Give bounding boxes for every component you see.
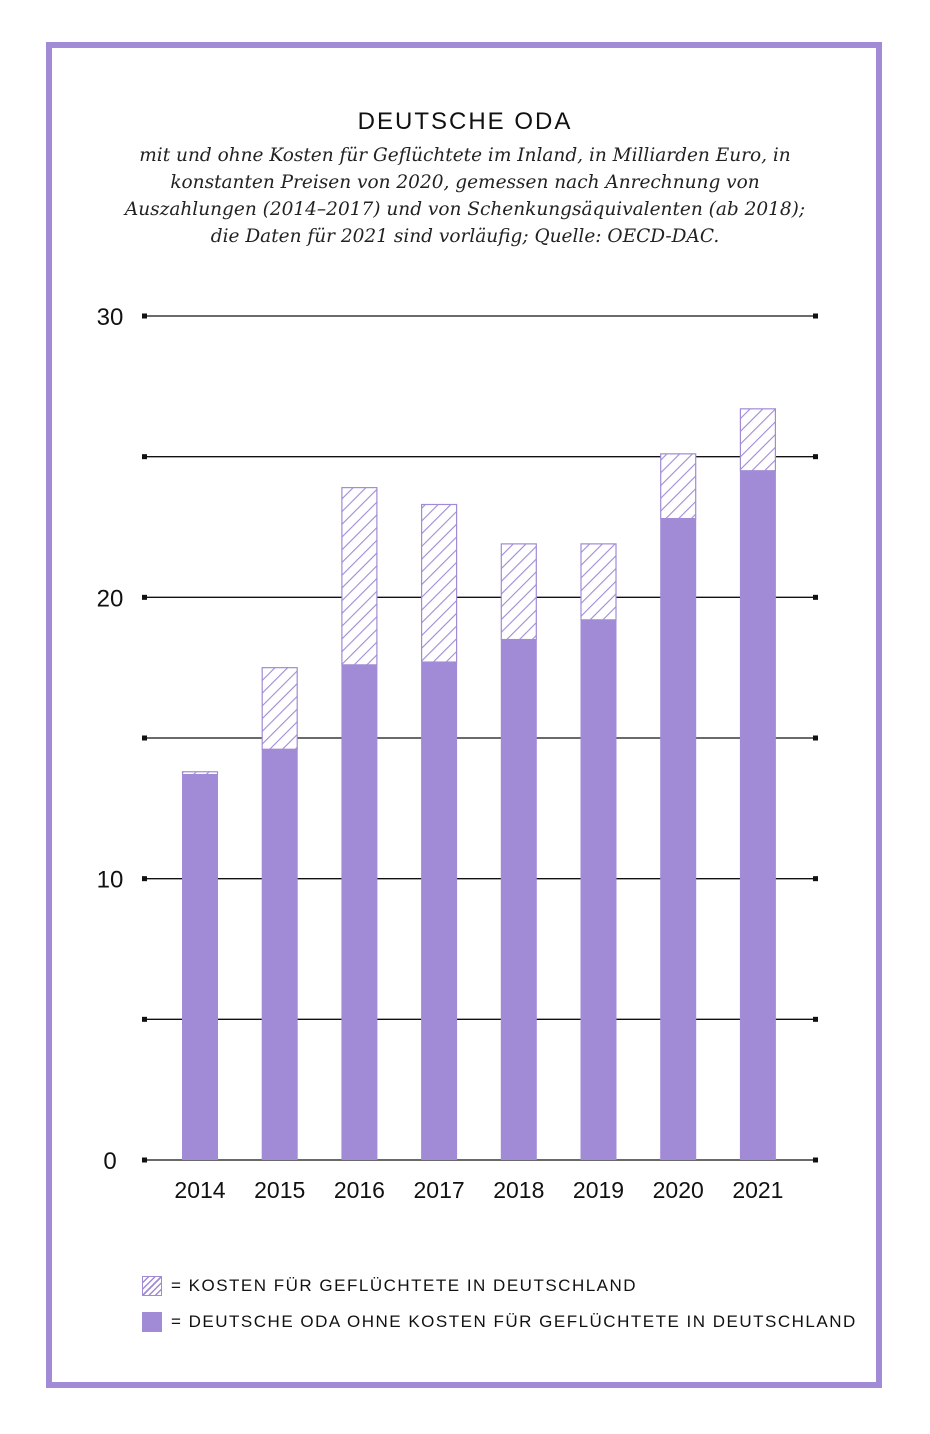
legend-label-solid: = DEUTSCHE ODA OHNE KOSTEN FÜR GEFLÜCHTE… bbox=[171, 1312, 857, 1331]
solid-swatch bbox=[142, 1312, 162, 1332]
bar-solid-2015 bbox=[261, 749, 298, 1160]
grid-layer bbox=[142, 313, 818, 1163]
bar-solid-2019 bbox=[580, 619, 617, 1160]
x-tick-label: 2020 bbox=[653, 1177, 704, 1203]
x-tick-label: 2016 bbox=[334, 1177, 385, 1203]
x-tick-label: 2019 bbox=[573, 1177, 624, 1203]
legend: = KOSTEN FÜR GEFLÜCHTETE IN DEUTSCHLAND … bbox=[142, 1268, 857, 1340]
legend-label-hatched: = KOSTEN FÜR GEFLÜCHTETE IN DEUTSCHLAND bbox=[171, 1276, 638, 1295]
legend-item-hatched: = KOSTEN FÜR GEFLÜCHTETE IN DEUTSCHLAND bbox=[142, 1268, 857, 1304]
gridline-right-marker bbox=[813, 1157, 818, 1163]
gridline-left-marker bbox=[142, 1157, 147, 1163]
x-tick-label: 2021 bbox=[732, 1177, 783, 1203]
bar-solid-2014 bbox=[182, 774, 218, 1160]
x-tick-label: 2018 bbox=[493, 1177, 544, 1203]
gridline-left-marker bbox=[142, 594, 147, 600]
gridline-left-marker bbox=[142, 313, 147, 319]
bar-hatched-2018 bbox=[500, 543, 537, 641]
bar-solid-2016 bbox=[341, 664, 378, 1160]
legend-item-solid: = DEUTSCHE ODA OHNE KOSTEN FÜR GEFLÜCHTE… bbox=[142, 1304, 857, 1340]
y-tick-label: 20 bbox=[97, 585, 124, 612]
chart-subtitle: mit und ohne Kosten für Geflüchtete im I… bbox=[124, 145, 806, 247]
x-tick-label: 2017 bbox=[414, 1177, 465, 1203]
bar-hatched-2014 bbox=[181, 771, 219, 776]
gridline-left-marker bbox=[142, 876, 147, 882]
gridline-left-marker bbox=[142, 735, 147, 741]
bar-hatched-2016 bbox=[341, 487, 378, 666]
bar-hatched-2017 bbox=[421, 503, 458, 663]
gridline-right-marker bbox=[813, 1016, 818, 1022]
bar-solid-2020 bbox=[660, 518, 697, 1160]
gridline-right-marker bbox=[813, 876, 818, 882]
y-tick-label: 0 bbox=[103, 1148, 116, 1175]
bar-hatched-2019 bbox=[580, 543, 617, 621]
chart-title: DEUTSCHE ODA bbox=[357, 108, 573, 135]
gridline-right-marker bbox=[813, 594, 818, 600]
bar-hatched-2015 bbox=[261, 667, 298, 750]
bar-solid-2017 bbox=[421, 662, 458, 1160]
bar-layer bbox=[181, 408, 777, 1160]
bar-solid-2018 bbox=[500, 639, 537, 1160]
gridline-right-marker bbox=[813, 313, 818, 319]
hatched-swatch bbox=[142, 1276, 162, 1296]
x-tick-label: 2014 bbox=[174, 1177, 225, 1203]
x-tick-label: 2015 bbox=[254, 1177, 305, 1203]
gridline-right-marker bbox=[813, 454, 818, 460]
bar-solid-2021 bbox=[739, 470, 776, 1160]
y-tick-label: 10 bbox=[97, 867, 124, 894]
bar-hatched-2021 bbox=[739, 408, 777, 472]
gridline-left-marker bbox=[142, 1016, 147, 1022]
gridline-right-marker bbox=[813, 735, 818, 741]
gridline-left-marker bbox=[142, 454, 147, 460]
label-layer: 0 10 20 30 2014 2015 2016 2017 2018 2019 2020 2021 bbox=[97, 304, 784, 1203]
y-tick-label: 30 bbox=[97, 304, 124, 331]
bar-hatched-2020 bbox=[660, 453, 697, 520]
